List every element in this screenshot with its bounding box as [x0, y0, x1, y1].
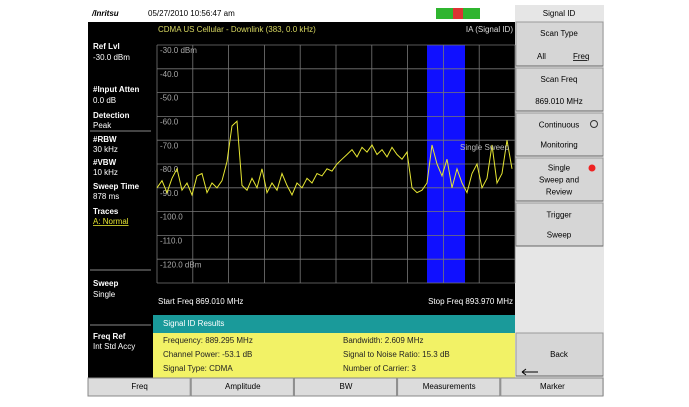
- param-value: 30 kHz: [93, 145, 118, 154]
- softkey-label: Single: [548, 164, 571, 173]
- tab-label: Marker: [540, 382, 565, 391]
- param-label: #VBW: [93, 158, 117, 167]
- tab-label: Freq: [131, 382, 147, 391]
- softkey[interactable]: [515, 332, 604, 377]
- header-bar: [88, 5, 515, 22]
- softkey-label: Trigger: [546, 211, 571, 220]
- tab[interactable]: [293, 377, 398, 397]
- results-table: [153, 333, 515, 378]
- y-tick-label: -50.0: [160, 94, 179, 103]
- softkey[interactable]: [515, 112, 604, 157]
- softkey-value: 869.010 MHz: [535, 97, 583, 106]
- param-label: #RBW: [93, 135, 117, 144]
- param-label: Sweep: [93, 279, 118, 288]
- y-tick-label: -40.0: [160, 70, 179, 79]
- softkey-title: Signal ID: [543, 9, 576, 18]
- softkey-label: Continuous: [539, 121, 579, 130]
- softkey[interactable]: [515, 202, 604, 247]
- param-value: Int Std Accy: [93, 342, 135, 351]
- results-header: [153, 315, 515, 333]
- result-cell: Bandwidth: 2.609 MHz: [343, 336, 424, 345]
- param-value: Peak: [93, 121, 112, 130]
- softkey-label: Back: [550, 350, 569, 359]
- softkey-label: Scan Type: [540, 29, 578, 38]
- softkey-label: Review: [546, 188, 572, 197]
- tab[interactable]: [397, 377, 501, 397]
- param-value: 0.0 dB: [93, 96, 116, 105]
- y-tick-label: -70.0: [160, 141, 179, 150]
- annotation: Single Sweep: [460, 143, 509, 152]
- y-tick-label: -80.0: [160, 165, 179, 174]
- param-value: -30.0 dBm: [93, 53, 130, 62]
- tab[interactable]: [190, 377, 294, 397]
- param-value: Single: [93, 290, 116, 299]
- y-tick-label: -60.0: [160, 118, 179, 127]
- softkey-option: All: [537, 52, 546, 61]
- tab-label: BW: [340, 382, 353, 391]
- y-tick-label: -90.0: [160, 189, 179, 198]
- tab-label: Measurements: [423, 382, 476, 391]
- result-cell: Number of Carrier: 3: [343, 364, 416, 373]
- radio-on: [588, 164, 596, 172]
- result-cell: Signal to Noise Ratio: 15.3 dB: [343, 350, 450, 359]
- logo: /Inritsu: [91, 9, 119, 18]
- param-label: Ref Lvl: [93, 42, 120, 51]
- back-arrow: [521, 368, 538, 376]
- result-cell: Signal Type: CDMA: [163, 364, 233, 373]
- softkey-option: Freq: [573, 52, 589, 61]
- softkey-label: Sweep: [547, 231, 572, 240]
- param-value: A: Normal: [93, 217, 129, 226]
- stop-freq: Stop Freq 893.970 MHz: [428, 297, 513, 306]
- param-label: Freq Ref: [93, 332, 126, 341]
- y-tick-label: -120.0 dBm: [160, 260, 202, 269]
- result-cell: Channel Power: -53.1 dB: [163, 350, 252, 359]
- trace: [156, 120, 513, 197]
- param-label: Detection: [93, 111, 130, 120]
- plot-mode: IA (Signal ID): [466, 25, 513, 34]
- tab-label: Amplitude: [225, 382, 261, 391]
- param-label: #Input Atten: [93, 85, 139, 94]
- param-label: Sweep Time: [93, 182, 140, 191]
- datetime: 05/27/2010 10:56:47 am: [148, 9, 235, 18]
- param-value: 10 kHz: [93, 168, 118, 177]
- param-label: Traces: [93, 207, 119, 216]
- tab[interactable]: [87, 377, 191, 397]
- softkey-label: Monitoring: [540, 141, 577, 150]
- results-title: Signal ID Results: [163, 319, 224, 328]
- plot-title: CDMA US Cellular - Downlink (383, 0.0 kH…: [158, 25, 316, 34]
- softkey[interactable]: [515, 67, 604, 112]
- result-cell: Frequency: 889.295 MHz: [163, 336, 253, 345]
- y-tick-label: -30.0 dBm: [160, 46, 197, 55]
- battery-marker: [453, 8, 463, 19]
- y-tick-label: -110.0: [160, 237, 183, 246]
- tab[interactable]: [500, 377, 604, 397]
- y-tick-label: -100.0: [160, 213, 183, 222]
- radio: [590, 120, 598, 128]
- left-panel: [88, 22, 153, 378]
- param-value: 878 ms: [93, 192, 119, 201]
- softkey-label: Scan Freq: [541, 75, 578, 84]
- softkey-label: Sweep and: [539, 176, 579, 185]
- start-freq: Start Freq 869.010 MHz: [158, 297, 243, 306]
- softkey[interactable]: [515, 157, 604, 202]
